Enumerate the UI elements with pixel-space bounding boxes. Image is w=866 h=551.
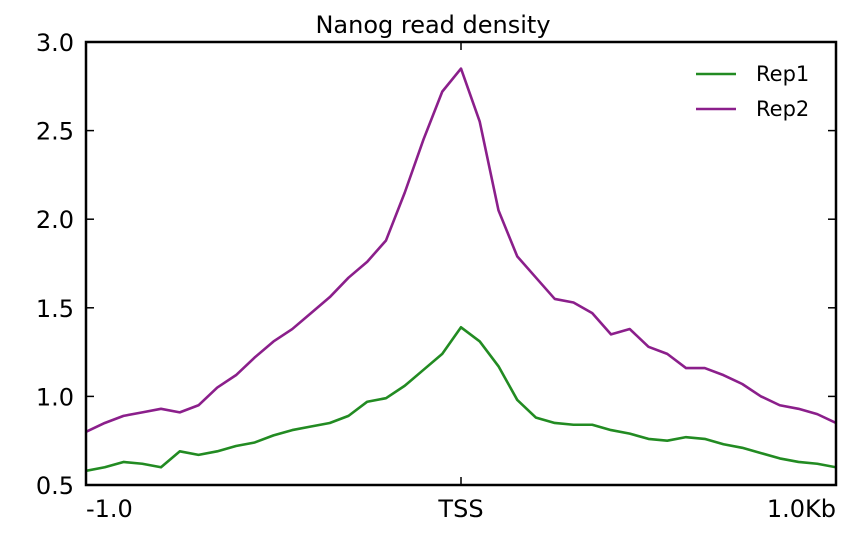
y-tick-label: 2.5 <box>36 118 74 146</box>
x-tick-label: TSS <box>437 495 483 523</box>
series-line-rep1 <box>86 325 836 473</box>
y-tick-label: 1.0 <box>36 383 74 411</box>
y-tick-label: 2.0 <box>36 206 74 234</box>
x-tick-label: 1.0Kb <box>767 495 836 523</box>
legend-label-rep2: Rep2 <box>756 97 809 121</box>
y-tick-label: 3.0 <box>36 29 74 57</box>
legend-label-rep1: Rep1 <box>756 62 809 86</box>
plot-area <box>86 67 836 473</box>
y-tick-label: 0.5 <box>36 472 74 500</box>
chart-title: Nanog read density <box>315 11 550 39</box>
y-tick-label: 1.5 <box>36 295 74 323</box>
series-line-rep2 <box>86 67 836 434</box>
axes: 0.5 1.0 1.5 2.0 2.5 3.0 -1.0 TSS 1.0Kb <box>36 29 838 523</box>
x-tick-label: -1.0 <box>86 495 133 523</box>
legend: Rep1 Rep2 <box>696 62 809 121</box>
